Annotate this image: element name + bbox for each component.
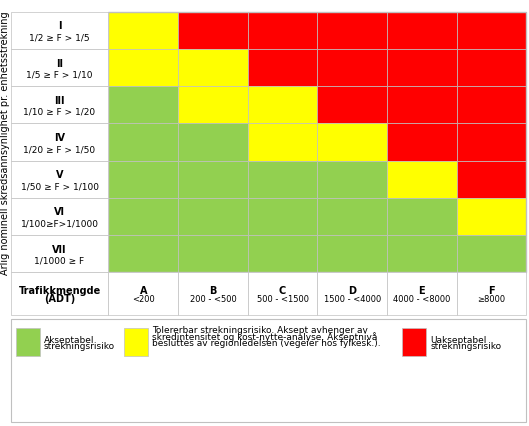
- Bar: [11, 236, 108, 273]
- Text: D: D: [348, 285, 356, 296]
- Bar: [248, 124, 317, 161]
- Text: II: II: [56, 58, 63, 69]
- Bar: [387, 87, 457, 124]
- Text: <200: <200: [132, 294, 154, 304]
- Text: I: I: [58, 21, 61, 32]
- Text: 1500 - <4000: 1500 - <4000: [324, 294, 381, 304]
- Text: 4000 - <8000: 4000 - <8000: [393, 294, 451, 304]
- Bar: [457, 13, 526, 50]
- Bar: [317, 199, 387, 236]
- Bar: [108, 50, 178, 87]
- Bar: [248, 13, 317, 50]
- Bar: [457, 236, 526, 273]
- Bar: [11, 273, 108, 315]
- Bar: [178, 13, 248, 50]
- Bar: [11, 87, 108, 124]
- Bar: [178, 124, 248, 161]
- Bar: [457, 273, 526, 315]
- Bar: [387, 273, 457, 315]
- Text: III: III: [54, 95, 65, 106]
- Bar: [248, 199, 317, 236]
- Text: 1/20 ≥ F > 1/50: 1/20 ≥ F > 1/50: [23, 145, 96, 154]
- Bar: [387, 236, 457, 273]
- Text: Tolererbar strekningsrisiko. Aksept avhenger av: Tolererbar strekningsrisiko. Aksept avhe…: [152, 325, 368, 335]
- Bar: [108, 236, 178, 273]
- Text: 1/50 ≥ F > 1/100: 1/50 ≥ F > 1/100: [21, 182, 98, 191]
- Text: 200 - <500: 200 - <500: [189, 294, 236, 304]
- Bar: [457, 87, 526, 124]
- Bar: [387, 124, 457, 161]
- Text: Akseptabel: Akseptabel: [44, 335, 94, 344]
- Text: B: B: [209, 285, 216, 296]
- Bar: [108, 273, 178, 315]
- Text: 500 - <1500: 500 - <1500: [257, 294, 308, 304]
- Text: A: A: [140, 285, 147, 296]
- Bar: [317, 236, 387, 273]
- Text: 1/1000 ≥ F: 1/1000 ≥ F: [34, 256, 85, 265]
- Text: V: V: [56, 170, 63, 180]
- Text: Uakseptabel: Uakseptabel: [430, 335, 487, 344]
- Bar: [124, 328, 148, 356]
- Text: (ÅDT): (ÅDT): [44, 291, 75, 303]
- Text: Årlig nominell skredsannsynlighet pr. enhetsstrekning: Årlig nominell skredsannsynlighet pr. en…: [0, 11, 10, 274]
- Bar: [387, 50, 457, 87]
- Bar: [16, 328, 40, 356]
- Text: VII: VII: [52, 244, 67, 254]
- Text: strekningsrisiko: strekningsrisiko: [44, 342, 115, 351]
- Bar: [248, 87, 317, 124]
- Bar: [178, 199, 248, 236]
- Text: 1/10 ≥ F > 1/20: 1/10 ≥ F > 1/20: [23, 108, 96, 117]
- Bar: [108, 87, 178, 124]
- Bar: [108, 199, 178, 236]
- Bar: [457, 161, 526, 199]
- Bar: [178, 236, 248, 273]
- Bar: [248, 273, 317, 315]
- Bar: [248, 236, 317, 273]
- Bar: [317, 87, 387, 124]
- Bar: [317, 124, 387, 161]
- Bar: [108, 13, 526, 273]
- Bar: [178, 273, 248, 315]
- Bar: [387, 13, 457, 50]
- Bar: [248, 161, 317, 199]
- Text: 1/5 ≥ F > 1/10: 1/5 ≥ F > 1/10: [26, 71, 93, 80]
- Bar: [387, 161, 457, 199]
- Bar: [178, 161, 248, 199]
- Bar: [11, 13, 108, 50]
- Bar: [317, 161, 387, 199]
- Bar: [248, 50, 317, 87]
- Bar: [11, 124, 108, 161]
- Bar: [457, 50, 526, 87]
- Bar: [11, 161, 108, 199]
- Bar: [11, 320, 526, 422]
- Text: 1/2 ≥ F > 1/5: 1/2 ≥ F > 1/5: [29, 34, 90, 43]
- Bar: [387, 199, 457, 236]
- Bar: [457, 199, 526, 236]
- Bar: [11, 199, 108, 236]
- Text: strekningsrisiko: strekningsrisiko: [430, 342, 501, 351]
- Bar: [108, 161, 178, 199]
- Text: 1/100≥F>1/1000: 1/100≥F>1/1000: [21, 219, 98, 228]
- Bar: [317, 50, 387, 87]
- Text: VI: VI: [54, 207, 65, 217]
- Text: Trafikkmengde: Trafikkmengde: [19, 285, 101, 296]
- Text: IV: IV: [54, 133, 65, 143]
- Bar: [178, 50, 248, 87]
- Text: F: F: [488, 285, 495, 296]
- Bar: [402, 328, 426, 356]
- Bar: [317, 13, 387, 50]
- Text: ≥8000: ≥8000: [478, 294, 506, 304]
- Bar: [108, 124, 178, 161]
- Text: C: C: [279, 285, 286, 296]
- Bar: [457, 124, 526, 161]
- Bar: [317, 273, 387, 315]
- Text: skredintensitet og kost-nytte-analyse. Akseptnivå: skredintensitet og kost-nytte-analyse. A…: [152, 331, 378, 342]
- Text: besluttes av regionledelsen (vegeier hos fylkesk.).: besluttes av regionledelsen (vegeier hos…: [152, 338, 381, 348]
- Bar: [11, 50, 108, 87]
- Text: E: E: [418, 285, 425, 296]
- Bar: [178, 87, 248, 124]
- Bar: [108, 13, 178, 50]
